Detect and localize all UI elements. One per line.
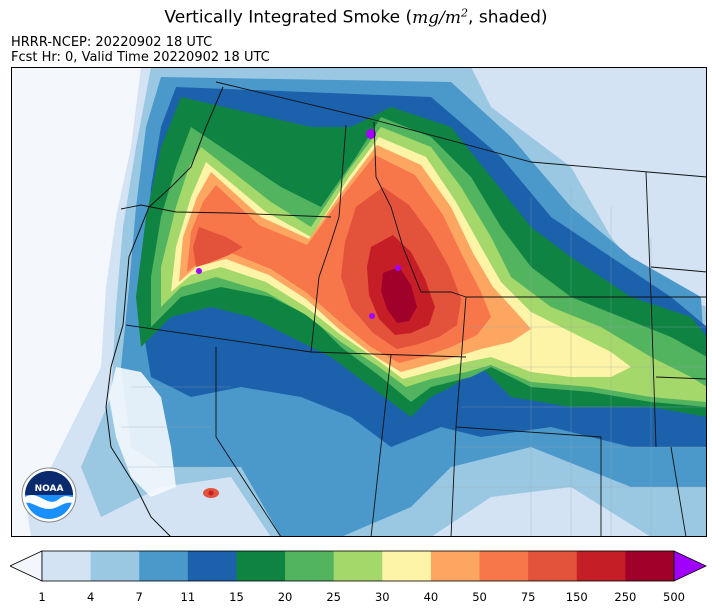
- smoke-peak-spot: [196, 268, 202, 274]
- map-frame: [11, 67, 707, 537]
- colorbar-segment: [625, 551, 675, 581]
- colorbar-segment: [236, 551, 286, 581]
- colorbar-tick-label: 11: [180, 590, 196, 604]
- low-smoke-region: [109, 367, 176, 497]
- smoke-band-75-150-west: [193, 227, 243, 267]
- smoke-peak-spot: [369, 313, 375, 319]
- county-lines: [121, 187, 707, 537]
- colorbar-segment: [42, 551, 92, 581]
- colorbar-tick-label: 1: [38, 590, 46, 604]
- colorbar-segment: [90, 551, 140, 581]
- smoke-band-250-500: [381, 267, 417, 323]
- smoke-map: NOAA: [11, 67, 707, 537]
- colorbar-tick-label: 50: [472, 590, 487, 604]
- colorbar-tick-label: 150: [565, 590, 588, 604]
- colorbar-over-arrow: [673, 550, 707, 582]
- colorbar-tick-label: 7: [135, 590, 143, 604]
- model-run-label: HRRR-NCEP: 20220902 18 UTC: [11, 35, 213, 50]
- colorbar-frame: [41, 550, 675, 582]
- colorbar-segment: [139, 551, 189, 581]
- colorbar-segment: [479, 551, 529, 581]
- colorbar: [10, 550, 707, 582]
- state-borders: [105, 81, 707, 537]
- colorbar-under-arrow: [10, 550, 43, 582]
- colorbar-tick-label: 20: [277, 590, 293, 604]
- colorbar-tick-label: 4: [86, 590, 95, 604]
- colorbar-segment: [430, 551, 481, 581]
- noaa-logo: NOAA: [21, 467, 77, 523]
- smoke-peak-spot: [366, 129, 376, 139]
- colorbar-tick-label: 30: [374, 590, 390, 604]
- map-title: Vertically Integrated Smoke (mg/m2, shad…: [164, 6, 548, 28]
- svg-text:NOAA: NOAA: [35, 484, 64, 494]
- smoke-peak-spot: [395, 265, 401, 271]
- colorbar-tick-label: 75: [520, 590, 536, 604]
- colorbar-segment: [528, 551, 578, 581]
- colorbar-segment: [285, 551, 335, 581]
- colorbar-tick-label: 500: [663, 590, 685, 604]
- colorbar-tick-label: 40: [423, 590, 439, 604]
- colorbar-tick-label: 250: [614, 590, 637, 604]
- colorbar-tick-label: 15: [229, 590, 244, 604]
- colorbar-tick-label: 25: [326, 590, 342, 604]
- colorbar-segment: [382, 551, 432, 581]
- forecast-valid-label: Fcst Hr: 0, Valid Time 20220902 18 UTC: [11, 50, 270, 65]
- colorbar-segment: [576, 551, 626, 581]
- colorbar-segment: [187, 551, 237, 581]
- colorbar-segment: [333, 551, 383, 581]
